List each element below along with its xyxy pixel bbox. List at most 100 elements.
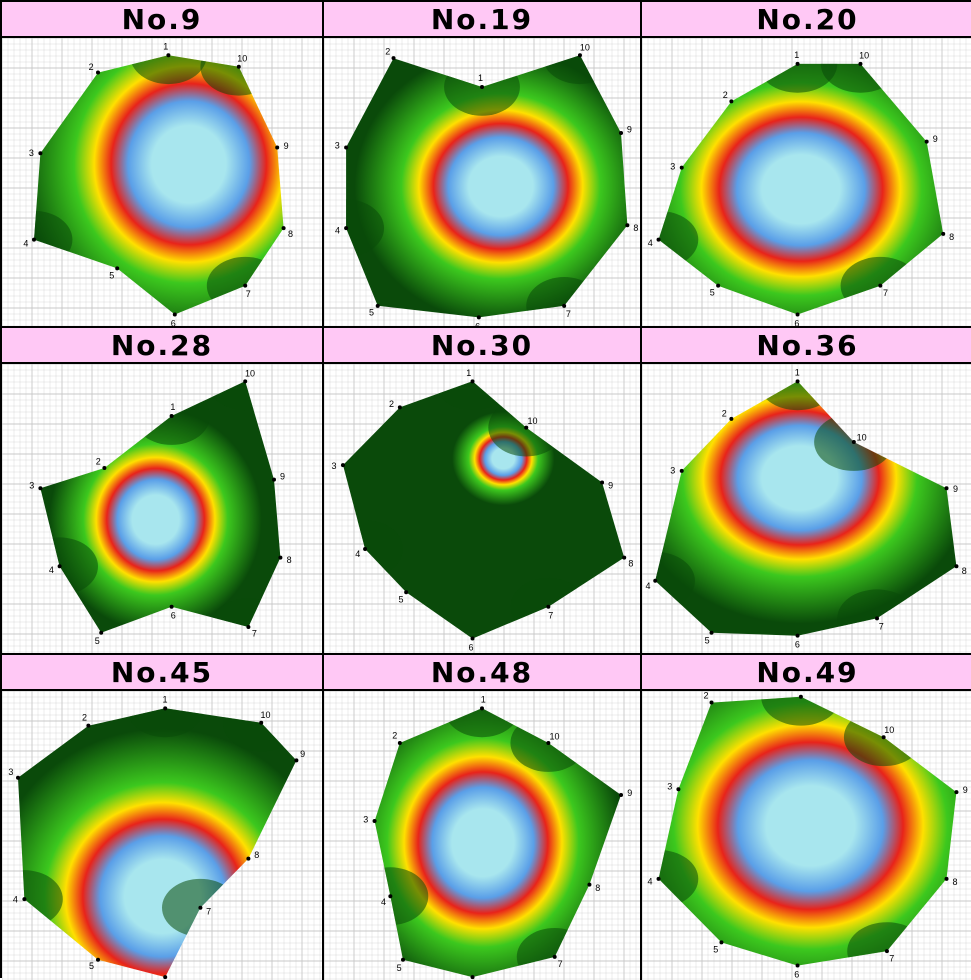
heat-region bbox=[40, 381, 281, 633]
point-label: 9 bbox=[933, 134, 938, 144]
dot-icon bbox=[16, 775, 20, 780]
panel-title: No.9 bbox=[2, 2, 322, 38]
point-label: 4 bbox=[381, 897, 386, 907]
dot-icon bbox=[480, 706, 484, 711]
point-label: 3 bbox=[331, 461, 336, 471]
dot-icon bbox=[679, 165, 684, 170]
point-label: 7 bbox=[246, 289, 251, 299]
dot-icon bbox=[86, 723, 91, 728]
point-label: 9 bbox=[963, 785, 968, 795]
point-label: 9 bbox=[280, 472, 285, 482]
dot-icon bbox=[391, 56, 396, 61]
panel-no-9: No.9 1 2 3 4 5 6 7 8 9 10 bbox=[2, 2, 324, 328]
point-label: 2 bbox=[703, 691, 708, 701]
point-label: 4 bbox=[355, 549, 360, 559]
dot-icon bbox=[22, 897, 27, 902]
dot-icon bbox=[619, 793, 624, 798]
dot-icon bbox=[163, 975, 168, 980]
dark-zone bbox=[658, 210, 699, 269]
point-label: 6 bbox=[171, 611, 176, 621]
dot-icon bbox=[954, 790, 959, 795]
point-label: 3 bbox=[8, 767, 13, 777]
dot-icon bbox=[480, 84, 484, 89]
point-label: 1 bbox=[795, 367, 800, 377]
dot-icon bbox=[878, 283, 883, 288]
dot-icon bbox=[281, 226, 286, 231]
dot-icon bbox=[944, 876, 949, 881]
dot-icon bbox=[102, 466, 107, 471]
point-label: 8 bbox=[288, 229, 293, 239]
dot-icon bbox=[166, 53, 171, 58]
dot-icon bbox=[625, 223, 630, 228]
dot-icon bbox=[397, 405, 402, 410]
point-label: 7 bbox=[206, 907, 211, 917]
point-label: 5 bbox=[397, 963, 402, 973]
panel-no-30: No.30 1 2 3 4 5 6 7 8 9 10 bbox=[324, 328, 642, 655]
dot-icon bbox=[924, 139, 929, 144]
point-label: 5 bbox=[710, 288, 715, 298]
dot-icon bbox=[944, 486, 949, 491]
dot-icon bbox=[476, 315, 481, 320]
dot-icon bbox=[344, 145, 349, 150]
dot-icon bbox=[795, 633, 800, 638]
dot-icon bbox=[719, 940, 724, 945]
dot-icon bbox=[115, 266, 120, 271]
dot-icon bbox=[552, 954, 557, 959]
point-label: 3 bbox=[335, 140, 340, 150]
point-label: 9 bbox=[300, 749, 305, 759]
dot-icon bbox=[404, 590, 409, 595]
point-label: 3 bbox=[670, 162, 675, 172]
dot-icon bbox=[294, 758, 299, 763]
dark-zone bbox=[658, 849, 699, 908]
dot-icon bbox=[259, 720, 264, 725]
dot-icon bbox=[729, 416, 734, 421]
dot-icon bbox=[99, 630, 104, 635]
dot-icon bbox=[397, 741, 402, 746]
panel-title: No.36 bbox=[642, 328, 971, 364]
panel-no-49: No.491 2 3 4 5 6 7 8 9 10 bbox=[642, 655, 971, 980]
point-label: 7 bbox=[879, 621, 884, 631]
point-label: 8 bbox=[949, 232, 954, 242]
point-label: 1 bbox=[170, 402, 175, 412]
point-label: 7 bbox=[548, 610, 553, 620]
dot-icon bbox=[656, 237, 661, 242]
panel-no-36: No.36 1 2 3 4 5 6 7 8 9 10 bbox=[642, 328, 971, 655]
dot-icon bbox=[709, 700, 714, 705]
point-label: 8 bbox=[633, 223, 638, 233]
point-label: 1 bbox=[163, 42, 168, 52]
dot-icon bbox=[600, 480, 605, 485]
panel-title: No.20 bbox=[642, 2, 971, 38]
point-label: 10 bbox=[260, 710, 270, 720]
dot-icon bbox=[546, 604, 551, 609]
dark-zone bbox=[129, 55, 207, 85]
point-label: 5 bbox=[109, 271, 114, 281]
point-label: 10 bbox=[884, 725, 894, 735]
contour-map-svg: 1 2 3 4 5 6 7 8 9 10 bbox=[324, 38, 640, 326]
dot-icon bbox=[172, 312, 177, 317]
point-label: 6 bbox=[475, 321, 480, 326]
point-label: 3 bbox=[29, 481, 34, 491]
dot-icon bbox=[619, 131, 624, 136]
point-label: 9 bbox=[627, 125, 632, 135]
heat-region bbox=[34, 55, 284, 315]
point-label: 1 bbox=[466, 368, 471, 378]
point-label: 1 bbox=[798, 691, 803, 693]
point-label: 7 bbox=[566, 309, 571, 319]
point-label: 10 bbox=[549, 731, 559, 741]
dot-icon bbox=[676, 787, 681, 792]
contour-map-svg: 1 2 3 4 5 6 7 8 9 10 bbox=[642, 691, 971, 980]
point-label: 7 bbox=[558, 959, 563, 969]
point-label: 2 bbox=[723, 90, 728, 100]
heat-region bbox=[18, 708, 297, 978]
dot-icon bbox=[954, 564, 959, 569]
dot-icon bbox=[169, 604, 174, 609]
contour-map-svg: 1 2 3 4 5 6 7 8 9 10 bbox=[2, 364, 322, 653]
point-label: 8 bbox=[962, 566, 967, 576]
contour-map-svg: 1 2 3 4 5 6 7 8 9 10 bbox=[2, 38, 322, 326]
point-label: 5 bbox=[713, 945, 718, 955]
